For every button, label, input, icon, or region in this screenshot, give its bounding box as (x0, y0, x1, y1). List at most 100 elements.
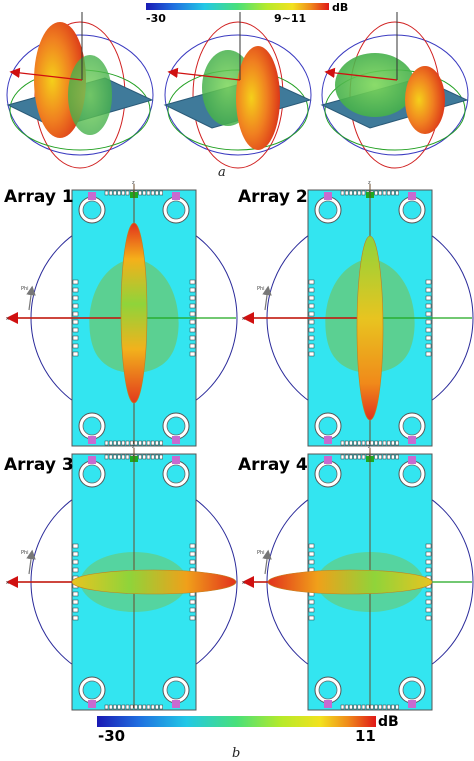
phi-arrow (262, 549, 272, 575)
connector-pin (108, 190, 113, 196)
sphere-ring-blue (321, 34, 469, 156)
connector-pin (150, 190, 155, 196)
side-pin (425, 559, 432, 565)
port-pad (88, 192, 96, 200)
bottom-colorbar-min-label: -30 (98, 727, 125, 745)
connector-pin (104, 190, 109, 196)
z-axis-label: z (368, 444, 371, 450)
connector-pin (349, 454, 353, 460)
side-pin (189, 607, 196, 613)
side-pin (425, 327, 432, 333)
side-pin (72, 599, 79, 605)
main-lobe (356, 235, 384, 421)
connector-pin (357, 440, 362, 446)
side-pin (308, 599, 315, 605)
connector-pin (121, 454, 126, 460)
side-pin (72, 311, 79, 317)
connector-pin (155, 440, 159, 446)
port-pad (408, 456, 416, 464)
phi-arrow (26, 285, 36, 311)
connector-pin (349, 440, 353, 446)
x-axis-3d (167, 67, 241, 81)
connector-pin (344, 440, 349, 446)
side-lobe (335, 53, 415, 117)
connector-pin (113, 440, 117, 446)
side-pin (189, 303, 196, 309)
side-pin (425, 279, 432, 285)
phi-label: Phi (257, 286, 265, 292)
side-pin (308, 559, 315, 565)
connector-pin (361, 454, 366, 460)
top-colorbar-unit: dB (332, 1, 348, 14)
side-pin (425, 551, 432, 557)
connector-pin (374, 190, 378, 196)
connector-pin (374, 454, 378, 460)
bottom-colorbar-unit: dB (378, 714, 399, 730)
side-pin (425, 335, 432, 341)
side-pin (189, 599, 196, 605)
side-pin (425, 319, 432, 325)
connector-pin (378, 190, 383, 196)
port-pad (324, 700, 332, 708)
side-pin (72, 303, 79, 309)
caption-b: b (232, 746, 240, 761)
mounting-ring-inner (318, 200, 338, 220)
side-pin (189, 279, 196, 285)
mounting-ring-inner (166, 416, 186, 436)
connector-pin (378, 454, 383, 460)
side-pin (72, 327, 79, 333)
connector-pin (108, 440, 113, 446)
side-pin (425, 607, 432, 613)
array-panels: z x Phi Array 1 z x Phi Array 2 z x Phi Array 3 z x Ph… (4, 180, 474, 711)
side-pin (72, 343, 79, 349)
connector-pin (344, 454, 349, 460)
connector-pin (159, 190, 163, 196)
connector-pin (134, 704, 138, 710)
sphere-ring-blue (164, 34, 312, 156)
side-pin (72, 295, 79, 301)
connector-pin (129, 440, 134, 446)
connector-pin (340, 440, 345, 446)
connector-pin (125, 454, 130, 460)
connector-pin (344, 190, 349, 196)
z-axis-label: z (368, 180, 371, 186)
side-pin (308, 551, 315, 557)
phi-label: Phi (21, 550, 29, 556)
side-lobe (68, 55, 112, 135)
side-pin (308, 279, 315, 285)
connector-pin (113, 454, 117, 460)
caption-a: a (218, 165, 226, 180)
connector-pin (386, 704, 391, 710)
phi-label: Phi (21, 286, 29, 292)
connector-pin (374, 704, 378, 710)
top-colorbar-min-label: -30 (146, 12, 166, 25)
connector-pin (395, 440, 399, 446)
port-pad (172, 700, 180, 708)
main-lobe (267, 569, 433, 595)
pattern-3d-1 (6, 12, 154, 169)
port-pad (324, 436, 332, 444)
port-pad (324, 456, 332, 464)
side-pin (72, 591, 79, 597)
x-axis-3d (9, 67, 83, 81)
side-pin (72, 543, 79, 549)
connector-pin (382, 440, 387, 446)
port-pad (324, 192, 332, 200)
connector-pin (155, 190, 159, 196)
connector-pin (108, 704, 113, 710)
connector-pin (113, 190, 117, 196)
connector-pin (344, 704, 349, 710)
port-pad (88, 436, 96, 444)
connector-pin (117, 190, 121, 196)
connector-pin (138, 454, 142, 460)
connector-pin (155, 704, 159, 710)
main-lobe (71, 569, 237, 595)
connector-pin (374, 440, 378, 446)
connector-pin (142, 704, 147, 710)
array-panel-1: z x Phi Array 1 (4, 180, 238, 447)
connector-pin (146, 704, 151, 710)
connector-pin (349, 704, 353, 710)
port-pad (408, 700, 416, 708)
side-pin (72, 351, 79, 357)
